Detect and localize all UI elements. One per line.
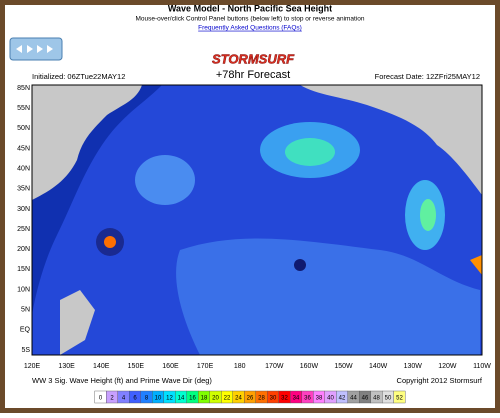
land-america [300, 85, 482, 195]
initialized: Initialized: 06ZTue22MAY12 [32, 72, 125, 81]
control-panel[interactable] [9, 37, 63, 61]
copyright: Copyright 2012 Stormsurf [397, 376, 483, 385]
lat-label: 10N [17, 286, 30, 293]
colorbar-label: 50 [385, 396, 392, 402]
colorbar-label: 34 [293, 396, 300, 402]
subtitle: Mouse-over/click Control Panel buttons (… [135, 16, 364, 23]
lon-labels: 120E 130E 140E 150E 160E 170E 180 170W 160W 150W 1… [24, 363, 491, 370]
lon-label: 180 [234, 363, 246, 370]
faq-link[interactable]: Frequently Asked Questions (FAQs) [198, 25, 302, 32]
lon-label: 110W [473, 363, 491, 370]
lat-label: 30N [17, 206, 30, 213]
colorbar-label: 0 [99, 396, 103, 402]
lat-label: 5N [21, 307, 30, 314]
colorbar-label: 14 [178, 396, 185, 402]
lon-label: 130E [58, 363, 75, 370]
lon-label: 170E [197, 363, 214, 370]
colorbar-label: 10 [155, 396, 162, 402]
lat-label: 45N [17, 145, 30, 152]
lon-label: 160E [162, 363, 179, 370]
lat-label: 40N [17, 165, 30, 172]
lon-label: 140W [369, 363, 388, 370]
lon-label: 130W [404, 363, 423, 370]
swell-zone [176, 238, 480, 355]
lat-label: 55N [17, 105, 30, 112]
lon-label: 150E [128, 363, 145, 370]
colorbar-label: 30 [270, 396, 277, 402]
colorbar-label: 12 [166, 396, 173, 402]
lat-label: 85N [17, 85, 30, 92]
colorbar-label: 40 [327, 396, 334, 402]
land-islands [60, 290, 95, 355]
lon-label: 170W [265, 363, 284, 370]
lon-label: 140E [93, 363, 110, 370]
colorbar-label: 20 [212, 396, 219, 402]
caption: WW 3 Sig. Wave Height (ft) and Prime Wav… [32, 376, 212, 385]
storm [294, 259, 306, 271]
lat-label: 5S [21, 347, 30, 354]
colorbar-label: 8 [145, 396, 149, 402]
lon-label: 150W [334, 363, 353, 370]
colorbar-label: 44 [350, 396, 357, 402]
colorbar-label: 24 [235, 396, 242, 402]
title: Wave Model - North Pacific Sea Height [168, 3, 332, 13]
colorbar-label: 52 [396, 396, 403, 402]
colorbar-label: 26 [247, 396, 254, 402]
logo: STORMSURF [212, 51, 295, 66]
colorbar-label: 46 [362, 396, 369, 402]
colorbar-label: 16 [189, 396, 196, 402]
colorbar-label: 4 [122, 396, 126, 402]
lon-label: 120E [24, 363, 41, 370]
colorbar-label: 36 [304, 396, 311, 402]
lat-label: 20N [17, 246, 30, 253]
forecast: +78hr Forecast [216, 69, 290, 81]
colorbar-label: 6 [133, 396, 137, 402]
lon-label: 120W [438, 363, 457, 370]
lat-label: 15N [17, 266, 30, 273]
colorbar-label: 22 [224, 396, 231, 402]
colorbar-cell [393, 390, 406, 404]
colorbar-label: 32 [281, 396, 288, 402]
land-asia [32, 85, 142, 200]
map [31, 84, 483, 356]
storm [470, 255, 482, 275]
control-panel-bg [9, 37, 63, 61]
swell-zone [285, 138, 335, 166]
lat-label: 25N [17, 226, 30, 233]
swell-zone [135, 155, 195, 205]
colorbar-label: 38 [316, 396, 323, 402]
colorbar-label: 2 [110, 396, 114, 402]
lat-label: EQ [20, 327, 31, 334]
lat-label: 50N [17, 125, 30, 132]
colorbar-label: 48 [373, 396, 380, 402]
map-border [31, 84, 483, 356]
lon-label: 160W [300, 363, 319, 370]
lat-labels: 85N 55N 50N 45N 40N 35N 30N 25N 20N 15N 10N 5N EQ 5S [17, 85, 30, 354]
colorbar-label: 42 [339, 396, 346, 402]
colorbar-label: 18 [201, 396, 208, 402]
swell-zone [420, 199, 436, 231]
storm [104, 236, 116, 248]
lat-label: 35N [17, 186, 30, 193]
colorbar-label: 28 [258, 396, 265, 402]
colorbar: 0 2 4 6 8 10 12 14 16 18 20 22 24 26 28 30 32 34 36 38 40 42 4… [94, 390, 406, 404]
forecast-date: Forecast Date: 12ZFri25MAY12 [375, 72, 480, 81]
